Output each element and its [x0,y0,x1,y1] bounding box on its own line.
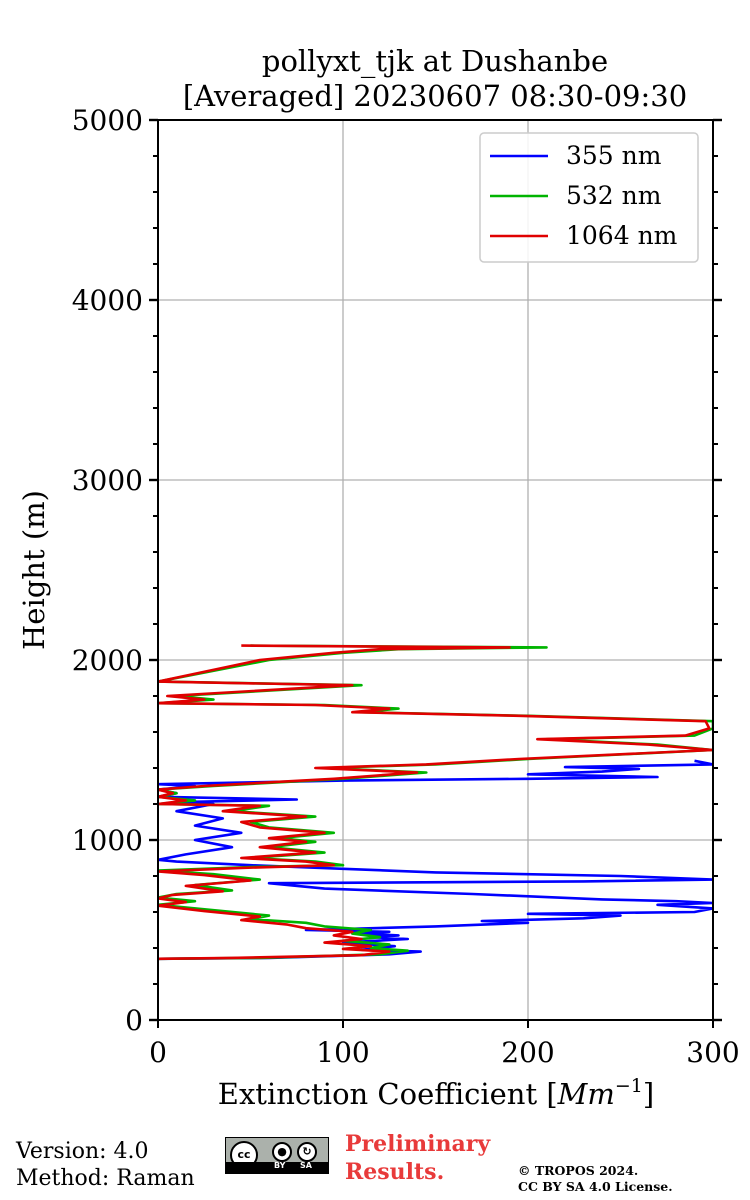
legend-label-1064nm: 1064 nm [566,221,678,250]
license-by-text: BY [274,1161,286,1170]
plot-frame [157,119,714,1021]
chart-title-line-2: [Averaged] 20230607 08:30-09:30 [183,79,687,113]
y-tick-label: 5000 [72,104,143,137]
x-tick-label: 100 [316,1036,369,1069]
preliminary-line-2: Results. [345,1159,445,1185]
method-text: Method: Raman [16,1166,195,1191]
version-info: Version: 4.0 Method: Raman [16,1138,195,1192]
copyright-line-2: CC BY SA 4.0 License. [518,1179,673,1194]
y-tick-label: 3000 [72,464,143,497]
y-tick-label: 2000 [72,644,143,677]
y-tick-label: 1000 [72,824,143,857]
license-strip: BY SA [226,1161,328,1173]
x-tick-label: 200 [501,1036,554,1069]
license-sa-text: SA [300,1161,312,1170]
y-tick-labels: 0 1000 2000 3000 4000 5000 [72,104,143,1037]
series-line-355nm [158,759,713,961]
legend: 355 nm 532 nm 1064 nm [479,132,699,263]
legend-label-532nm: 532 nm [566,181,662,210]
legend-label-355nm: 355 nm [566,141,662,170]
y-axis-label: Height (m) [17,490,51,650]
copyright-notice: © TROPOS 2024. CC BY SA 4.0 License. [518,1163,673,1195]
share-alike-icon: ↻ [297,1142,317,1162]
x-tick-label: 300 [686,1036,739,1069]
x-axis-label-text: Extinction Coefficient [ [218,1077,558,1111]
preliminary-line-1: Preliminary [345,1131,491,1157]
series-line-1064nm [158,644,713,961]
y-tick-label: 4000 [72,284,143,317]
x-axis-label-exponent: −1 [615,1075,643,1097]
legend-box [479,132,699,263]
axis-ticks [149,118,722,1028]
x-axis-label-close: ] [643,1077,654,1111]
x-axis-label: Extinction Coefficient [Mm−1] [218,1075,654,1111]
data-series [158,644,713,961]
x-tick-label: 0 [149,1036,167,1069]
extinction-profile-chart: pollyxt_tjk at Dushanbe [Averaged] 20230… [17,44,740,1111]
preliminary-notice: Preliminary Results. [345,1130,490,1186]
chart-title-line-1: pollyxt_tjk at Dushanbe [262,44,608,79]
attribution-icon: ● [272,1142,292,1162]
y-tick-label: 0 [125,1004,143,1037]
x-tick-labels: 0 100 200 300 [149,1036,740,1069]
x-axis-label-unit: Mm [557,1077,615,1111]
version-text: Version: 4.0 [16,1139,149,1164]
copyright-line-1: © TROPOS 2024. [518,1163,639,1178]
cc-license-badge: cc ● ↻ BY SA [225,1137,329,1174]
